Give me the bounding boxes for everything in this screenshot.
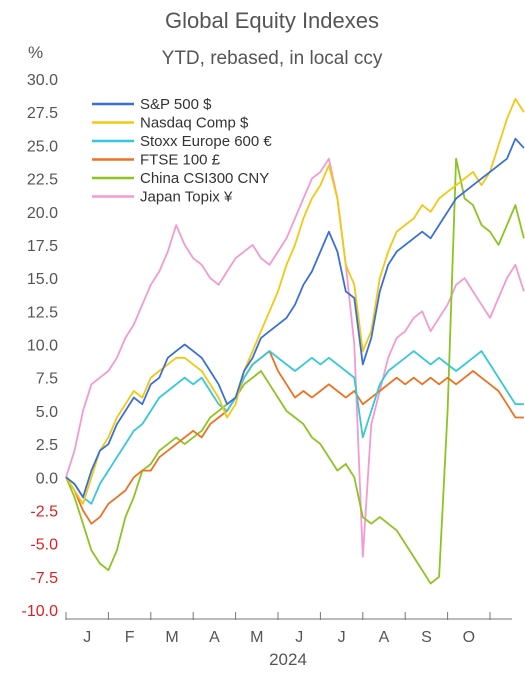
legend-label: FTSE 100 £ bbox=[140, 152, 221, 169]
y-tick-label: 17.5 bbox=[27, 238, 58, 255]
series-line-0 bbox=[65, 137, 525, 499]
x-axis-year-label: 2024 bbox=[269, 650, 307, 669]
chart-title: Global Equity Indexes bbox=[165, 8, 379, 33]
y-axis-ticks: 30.0 27.5 25.0 22.5 20.0 17.5 15.0 12.5 10.0 7.5 5… bbox=[22, 72, 59, 620]
legend-label: Stoxx Europe 600 € bbox=[140, 133, 272, 150]
series-line-2 bbox=[65, 350, 524, 505]
x-tick-label: M bbox=[165, 629, 178, 646]
y-tick-label: -7.5 bbox=[30, 570, 58, 587]
y-tick-label: -10.0 bbox=[22, 603, 59, 620]
y-tick-label: 10.0 bbox=[27, 338, 58, 355]
legend-label: China CSI300 CNY bbox=[140, 170, 269, 187]
y-tick-label: -5.0 bbox=[30, 537, 58, 554]
y-axis-unit-label: % bbox=[28, 43, 43, 62]
y-tick-label: 2.5 bbox=[36, 437, 58, 454]
y-tick-label: 15.0 bbox=[27, 271, 58, 288]
x-tick-label: J bbox=[338, 629, 346, 646]
y-tick-label: 0.0 bbox=[36, 470, 58, 487]
y-tick-label: -2.5 bbox=[30, 503, 58, 520]
series-lines bbox=[65, 98, 525, 585]
x-tick-label: A bbox=[209, 629, 220, 646]
y-tick-label: 27.5 bbox=[27, 105, 58, 122]
legend-label: S&P 500 $ bbox=[140, 96, 212, 113]
y-tick-label: 22.5 bbox=[27, 172, 58, 189]
x-tick-label: A bbox=[379, 629, 390, 646]
chart-subtitle: YTD, rebased, in local ccy bbox=[162, 48, 383, 69]
y-tick-label: 7.5 bbox=[36, 371, 58, 388]
series-line-1 bbox=[65, 98, 525, 505]
y-tick-label: 20.0 bbox=[27, 205, 58, 222]
x-tick-label: S bbox=[421, 629, 432, 646]
y-tick-label: 12.5 bbox=[27, 304, 58, 321]
x-tick-label: J bbox=[295, 629, 303, 646]
legend: S&P 500 $ Nasdaq Comp $Stoxx Europe 600 €… bbox=[92, 96, 272, 206]
legend-label: Nasdaq Comp $ bbox=[140, 115, 249, 132]
y-tick-label: 25.0 bbox=[27, 138, 58, 155]
series-line-5 bbox=[65, 157, 525, 558]
series-line-3 bbox=[65, 350, 524, 525]
legend-label: Japan Topix ¥ bbox=[140, 189, 233, 206]
y-tick-label: 30.0 bbox=[27, 72, 58, 89]
x-tick-label: J bbox=[83, 629, 91, 646]
x-tick-label: O bbox=[463, 629, 475, 646]
y-tick-label: 5.0 bbox=[36, 404, 58, 421]
x-tick-label: M bbox=[250, 629, 263, 646]
x-tick-label: F bbox=[125, 629, 135, 646]
